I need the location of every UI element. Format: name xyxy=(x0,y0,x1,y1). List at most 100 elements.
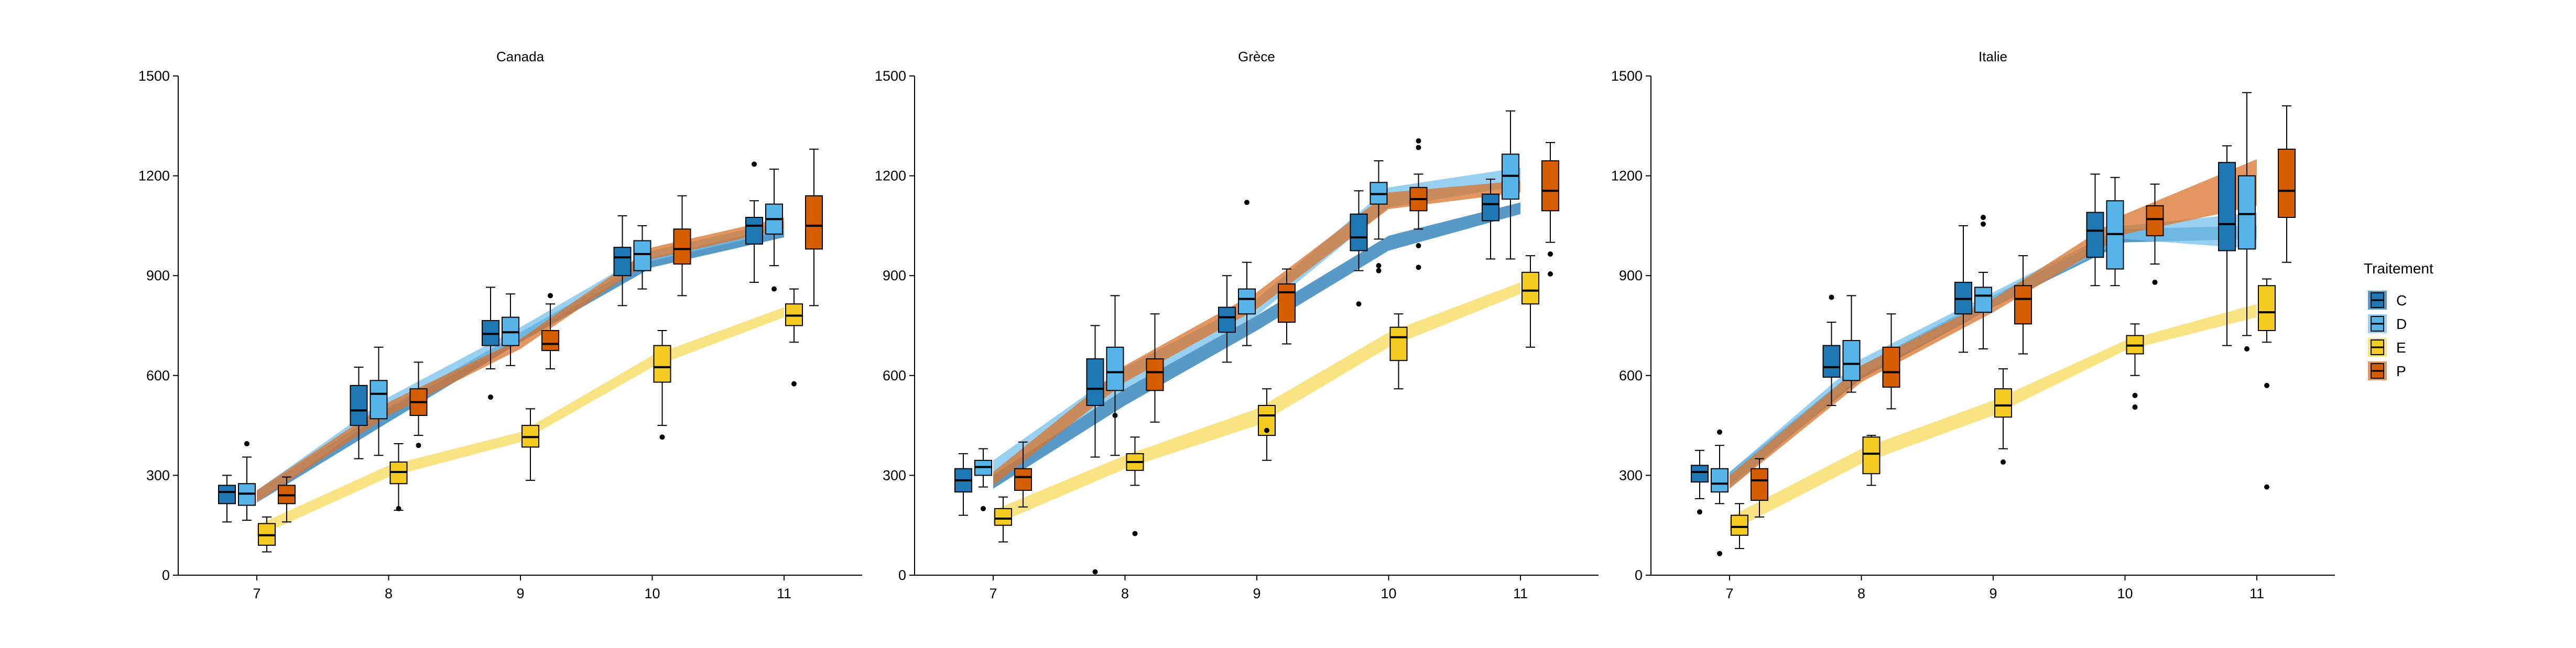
box-d-8 xyxy=(369,346,388,456)
panel-title: Italie xyxy=(1979,49,2007,64)
outlier-point xyxy=(1416,265,1421,270)
box-body xyxy=(2218,162,2236,251)
box-e-11 xyxy=(785,288,803,387)
outlier-point xyxy=(981,506,986,511)
box-e-10 xyxy=(1389,313,1408,390)
box-body xyxy=(1014,468,1032,491)
outlier-point xyxy=(1981,221,1986,227)
legend-label: C xyxy=(2396,292,2407,309)
box-body xyxy=(1482,193,1499,222)
box-d-9 xyxy=(502,293,519,366)
panel-grece: Grèce 0 300 600 900 1200 1500 7 8 9 10 11 xyxy=(875,49,1599,601)
box-body xyxy=(2014,285,2032,325)
ribbon-e xyxy=(257,307,784,537)
box-p-7 xyxy=(278,476,296,523)
x-tick-label: 9 xyxy=(516,586,524,601)
box-e-9 xyxy=(1258,388,1276,461)
ribbon-e xyxy=(993,282,1520,525)
box-body xyxy=(1731,514,1748,536)
x-tick-label: 7 xyxy=(989,586,997,601)
box-c-7 xyxy=(218,475,236,523)
box-body xyxy=(1521,271,1539,305)
ribbon-p xyxy=(1730,159,2257,489)
box-body xyxy=(2086,212,2104,258)
box-c-11 xyxy=(1482,178,1499,260)
x-tick-label: 10 xyxy=(644,586,660,601)
outlier-point xyxy=(1416,243,1421,249)
series-e xyxy=(258,288,803,553)
box-body xyxy=(350,385,368,426)
outlier-point xyxy=(2001,459,2006,465)
series-p xyxy=(1751,105,2296,518)
outlier-point xyxy=(488,394,493,400)
outlier-point xyxy=(1548,271,1553,277)
series-p xyxy=(1014,138,1559,508)
outlier-point xyxy=(1717,551,1722,556)
box-c-10 xyxy=(2086,173,2104,287)
outlier-point xyxy=(659,434,665,440)
box-body xyxy=(633,240,651,271)
box-c-9 xyxy=(1218,275,1236,363)
outlier-point xyxy=(752,161,757,167)
x-tick-label: 8 xyxy=(1121,586,1129,601)
box-body xyxy=(745,217,763,245)
outlier-point xyxy=(1376,263,1382,269)
box-d-9 xyxy=(1974,215,1992,349)
x-tick-label: 8 xyxy=(385,586,393,601)
panel-italie: Italie 0 300 600 900 1200 1500 7 8 9 10 11 xyxy=(1611,49,2335,601)
y-tick-label: 1200 xyxy=(138,168,170,184)
legend-entry-d: D xyxy=(2368,314,2407,333)
box-body xyxy=(1882,346,1900,388)
box-p-7 xyxy=(1014,441,1032,508)
outlier-point xyxy=(1132,531,1138,536)
box-body xyxy=(1350,213,1368,251)
y-tick-label: 900 xyxy=(1619,268,1643,283)
outlier-point xyxy=(2264,484,2269,490)
x-tick-label: 7 xyxy=(1725,586,1733,601)
box-body xyxy=(994,508,1012,526)
box-c-9 xyxy=(482,287,499,400)
x-tick-label: 8 xyxy=(1857,586,1865,601)
ribbon-c xyxy=(993,202,1520,489)
y-tick-label: 0 xyxy=(162,567,170,583)
outlier-point xyxy=(1981,215,1986,221)
series-d xyxy=(1711,92,2256,556)
ribbon-p xyxy=(257,217,784,502)
box-body xyxy=(1711,468,1729,493)
x-tick-label: 11 xyxy=(2249,586,2264,601)
y-tick-label: 900 xyxy=(146,268,170,283)
box-body xyxy=(369,380,388,420)
y-tick-label: 600 xyxy=(1619,368,1643,383)
box-body xyxy=(1086,358,1104,406)
box-p-8 xyxy=(1882,313,1900,410)
y-tick-label: 300 xyxy=(1619,467,1643,483)
ribbons xyxy=(993,167,1520,525)
legend-label: P xyxy=(2396,363,2406,379)
box-body xyxy=(1974,287,1992,313)
box-body xyxy=(2238,175,2256,250)
y-tick-label: 600 xyxy=(146,368,170,383)
legend-entry-e: E xyxy=(2368,338,2406,357)
outlier-point xyxy=(1548,251,1553,257)
outlier-point xyxy=(791,381,797,387)
outlier-point xyxy=(2132,392,2138,398)
box-c-8 xyxy=(1086,325,1104,575)
box-body xyxy=(1541,160,1559,212)
box-p-11 xyxy=(805,148,823,306)
y-tick-label: 600 xyxy=(883,368,906,383)
box-d-7 xyxy=(1711,429,1729,556)
box-body xyxy=(1751,468,1768,501)
box-e-7 xyxy=(258,516,276,553)
outlier-point xyxy=(1264,427,1269,433)
box-e-10 xyxy=(653,330,671,440)
ribbon-c xyxy=(1730,225,2257,486)
outlier-point xyxy=(1717,429,1722,435)
box-body xyxy=(613,247,632,277)
series-e xyxy=(1731,278,2276,550)
y-tick-label: 1500 xyxy=(1611,68,1643,84)
box-body xyxy=(1238,288,1256,315)
outlier-point xyxy=(1376,268,1382,273)
outlier-point xyxy=(771,286,777,292)
